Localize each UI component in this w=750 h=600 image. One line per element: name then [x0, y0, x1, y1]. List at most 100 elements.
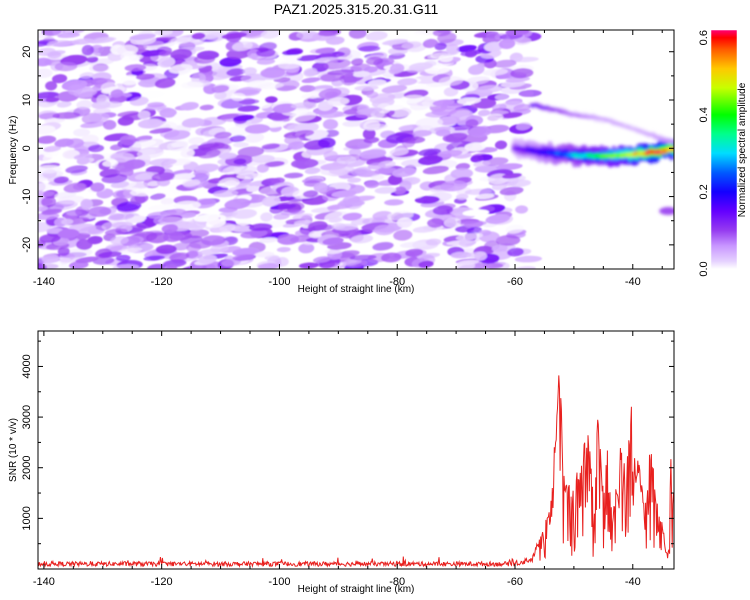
spectrogram-noise-cell	[231, 41, 253, 52]
spectrogram-noise-cell	[45, 97, 60, 103]
spectrogram-noise-cell	[366, 91, 379, 99]
spectrogram-noise-cell	[495, 234, 521, 246]
spectrogram-noise-cell	[468, 126, 492, 137]
spectrogram-noise-cell	[102, 119, 117, 130]
spectrogram-noise-cell	[197, 143, 220, 149]
spectrogram-noise-cell	[41, 208, 63, 215]
spectrogram-noise-cell	[425, 238, 442, 246]
spectrogram-noise-cell	[120, 134, 137, 146]
y-tick-label: 3000	[21, 405, 33, 429]
spectrogram-noise-cell	[470, 102, 484, 109]
spectrogram-noise-cell	[198, 254, 217, 264]
spectrogram-noise-cell	[256, 82, 284, 90]
spectrogram-noise-cell	[205, 32, 227, 41]
spectrogram-noise-cell	[315, 47, 336, 54]
spectrogram-noise-cell	[296, 54, 322, 62]
spectrogram-noise-cell	[465, 76, 490, 85]
spectrogram-noise-cell	[260, 30, 281, 39]
spectrogram-noise-cell	[90, 182, 105, 192]
blob	[659, 207, 674, 216]
spectrogram-noise-cell	[291, 158, 319, 169]
spectrogram-noise-cell	[151, 172, 175, 182]
spectrogram-noise-cell	[232, 209, 257, 219]
spectrogram-noise-cell	[400, 177, 421, 185]
spectrogram-noise-cell	[65, 165, 88, 174]
spectrogram-noise-cell	[73, 87, 98, 98]
spectrogram-noise-cell	[356, 107, 383, 115]
x-tick-label: -120	[151, 276, 173, 288]
spectrogram-noise-cell	[201, 235, 226, 246]
spectrogram-noise-cell	[92, 37, 117, 44]
spectrogram-noise-cell	[278, 54, 302, 62]
spectrogram-noise-cell	[500, 80, 526, 88]
x-tick-label: -60	[507, 576, 523, 588]
x-tick-label: -80	[389, 276, 405, 288]
spectrogram-noise-cell	[323, 150, 338, 160]
spectrogram-noise-cell	[348, 30, 367, 39]
spectrogram-noise-cell	[319, 260, 336, 269]
spectrogram-noise-cell	[484, 41, 504, 52]
upper-streak-cell	[618, 123, 624, 126]
y-tick-label: 4000	[21, 354, 33, 378]
spectrogram-noise-cell	[365, 56, 384, 66]
spectrogram-noise-cell	[363, 66, 378, 73]
spectrogram-noise-cell	[246, 185, 260, 192]
spectrogram-noise-cell	[410, 101, 431, 111]
spectrogram-noise-cell	[41, 253, 59, 264]
upper-streak-cell	[533, 103, 540, 107]
spectrogram-noise-cell	[154, 77, 176, 89]
spectrogram-noise-cell	[466, 226, 482, 235]
spectrogram-noise-cell	[181, 179, 201, 187]
spectrogram-noise-cell	[455, 232, 484, 241]
spectrogram-noise-cell	[221, 32, 248, 40]
x-tick-label: -80	[389, 576, 405, 588]
spectrogram-noise-cell	[491, 103, 507, 111]
snr-frame	[37, 330, 675, 570]
spectrogram-noise-cell	[101, 174, 128, 184]
snr-ticks: -140 -120 -100 -80 -60 -40 1000 2000 3000 4000	[21, 331, 674, 588]
spectrogram-noise-cell	[146, 263, 166, 269]
spectrogram-noise-cell	[374, 186, 397, 194]
spectrogram-noise-cell	[117, 110, 139, 117]
spectrogram-noise-cell	[42, 154, 56, 164]
upper-streak-cell	[649, 133, 656, 137]
spectrogram-noise-cell	[38, 40, 50, 47]
figure-title: PAZ1.2025.315.20.31.G11	[274, 1, 439, 17]
spectrogram-noise-cell	[214, 90, 227, 100]
spectrogram-signal-layer	[511, 101, 674, 216]
spectrogram-noise-cell	[418, 260, 434, 268]
spectrogram-noise-cell	[437, 116, 461, 126]
spectrogram-noise-cell	[232, 142, 249, 148]
spectrogram-noise-cell	[293, 219, 312, 226]
spectrogram-noise-cell	[443, 87, 459, 97]
spectrogram-noise-cell	[392, 167, 417, 178]
spectrogram-noise-cell	[39, 170, 64, 179]
spectrogram-noise-cell	[190, 263, 216, 269]
spectrogram-noise-cell	[261, 143, 280, 150]
y-tick-label: -10	[21, 189, 33, 205]
spectrogram-noise-cell	[197, 149, 221, 159]
spectrogram-noise-cell	[507, 247, 524, 257]
spectrogram-noise-cell	[158, 50, 172, 57]
spectrogram-noise-cell	[213, 131, 232, 139]
upper-streak-cell	[667, 140, 674, 143]
colorbar-ticks: 0.0 0.2 0.4 0.6	[698, 30, 710, 277]
spectrogram-noise-cell	[405, 248, 424, 257]
spectrogram-noise-cell	[237, 146, 265, 158]
spectrogram-noise-cell	[102, 159, 119, 167]
spectrogram-noise-cell	[119, 74, 141, 86]
spectrogram-noise-cell	[39, 234, 61, 243]
spectrogram-noise-cell	[301, 77, 321, 84]
spectrogram-noise-cell	[87, 206, 112, 217]
spectrogram-noise-cell	[363, 136, 380, 144]
spectrogram-noise-cell	[381, 84, 408, 94]
spectrogram-noise-cell	[498, 38, 516, 50]
spectrogram-noise-cell	[491, 182, 507, 191]
spectrogram-noise-cell	[116, 247, 143, 254]
upper-streak-cell	[547, 107, 554, 110]
colorbar-title: Normalized spectral amplitude	[737, 82, 748, 217]
spectrogram-noise-cell	[493, 59, 517, 68]
spectrogram-noise-cell	[240, 229, 268, 239]
spectrogram-noise-cell	[328, 165, 355, 175]
spectrogram-noise-cell	[130, 195, 146, 205]
